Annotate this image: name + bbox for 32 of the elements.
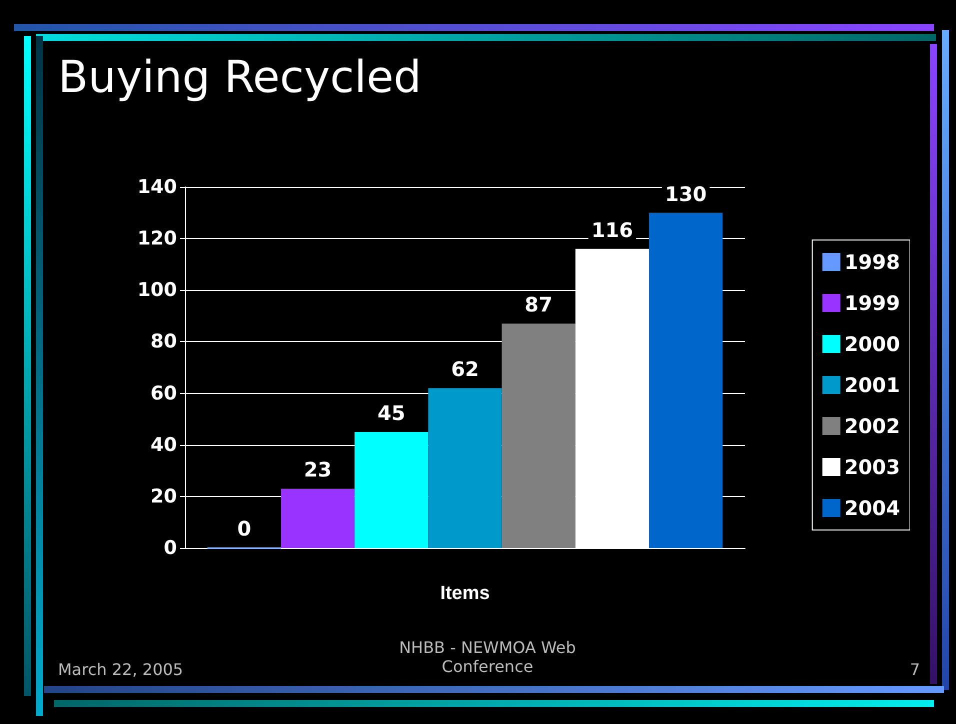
- y-tick-label: 40: [150, 434, 177, 456]
- y-tick-label: 60: [150, 382, 177, 404]
- legend-label: 2002: [844, 414, 900, 438]
- data-label: 116: [591, 218, 634, 242]
- bar: [428, 388, 502, 548]
- y-tick-label: 20: [150, 485, 177, 508]
- y-tick-label: 120: [137, 228, 177, 250]
- legend-label: 2003: [844, 455, 900, 479]
- bar: [502, 324, 576, 548]
- text: 7: [908, 660, 920, 679]
- y-tick-label: 100: [137, 279, 177, 302]
- text: March 22, 2005: [58, 660, 184, 679]
- bar: [281, 488, 355, 548]
- legend-label: 1999: [844, 291, 900, 315]
- y-tick-label: 140: [137, 176, 177, 198]
- legend-label: 2004: [844, 496, 900, 520]
- legend-label: 2001: [844, 373, 900, 397]
- data-label: 45: [377, 400, 406, 425]
- x-axis-title: Items: [440, 583, 490, 604]
- y-tick-label: 0: [164, 537, 177, 559]
- data-label: 23: [304, 458, 332, 482]
- text: NHBB - NEWMOA Web Conference: [398, 638, 577, 676]
- data-label: 62: [451, 357, 479, 382]
- data-label: 0: [237, 516, 252, 540]
- legend-label: 1998: [844, 250, 900, 274]
- data-label: 87: [524, 292, 553, 317]
- data-label: 130: [664, 182, 707, 206]
- y-tick-label: 80: [150, 330, 177, 353]
- bar: [354, 432, 428, 548]
- legend-label: 2000: [844, 332, 900, 356]
- chart-title: Buying Recycled: [58, 52, 422, 103]
- bar: [649, 212, 723, 548]
